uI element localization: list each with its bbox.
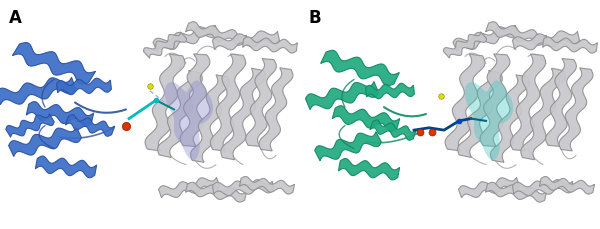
Polygon shape bbox=[512, 180, 574, 196]
Polygon shape bbox=[164, 81, 213, 161]
Polygon shape bbox=[315, 132, 381, 161]
Polygon shape bbox=[511, 55, 545, 151]
Polygon shape bbox=[458, 71, 502, 158]
Polygon shape bbox=[559, 68, 593, 151]
Polygon shape bbox=[305, 82, 379, 110]
Polygon shape bbox=[6, 114, 54, 138]
Polygon shape bbox=[485, 23, 547, 46]
Polygon shape bbox=[56, 79, 112, 95]
Polygon shape bbox=[539, 177, 595, 194]
Polygon shape bbox=[145, 55, 185, 151]
Polygon shape bbox=[211, 55, 245, 151]
Polygon shape bbox=[158, 178, 220, 198]
Polygon shape bbox=[370, 120, 416, 141]
Polygon shape bbox=[212, 32, 280, 51]
Polygon shape bbox=[259, 68, 293, 151]
Polygon shape bbox=[221, 69, 265, 160]
Polygon shape bbox=[35, 156, 97, 178]
Polygon shape bbox=[212, 180, 274, 196]
Polygon shape bbox=[0, 78, 76, 105]
Polygon shape bbox=[8, 127, 82, 157]
Polygon shape bbox=[332, 106, 400, 132]
Polygon shape bbox=[512, 32, 580, 51]
Polygon shape bbox=[245, 59, 277, 147]
Polygon shape bbox=[458, 178, 520, 198]
Polygon shape bbox=[158, 71, 202, 158]
Polygon shape bbox=[242, 38, 298, 54]
Polygon shape bbox=[153, 26, 219, 52]
Polygon shape bbox=[185, 23, 247, 46]
Polygon shape bbox=[521, 69, 565, 160]
Polygon shape bbox=[480, 55, 510, 147]
Polygon shape bbox=[143, 33, 187, 59]
Polygon shape bbox=[443, 33, 487, 59]
Polygon shape bbox=[180, 55, 210, 147]
Polygon shape bbox=[453, 26, 519, 52]
Polygon shape bbox=[485, 183, 547, 202]
Polygon shape bbox=[191, 76, 229, 163]
Polygon shape bbox=[320, 51, 400, 86]
Polygon shape bbox=[185, 183, 247, 202]
Polygon shape bbox=[26, 102, 94, 127]
Polygon shape bbox=[445, 55, 485, 151]
Polygon shape bbox=[13, 43, 95, 85]
Polygon shape bbox=[491, 76, 529, 163]
Polygon shape bbox=[542, 38, 598, 54]
Polygon shape bbox=[464, 81, 513, 161]
Polygon shape bbox=[65, 115, 115, 137]
Text: A: A bbox=[9, 9, 22, 27]
Polygon shape bbox=[338, 159, 400, 180]
Text: B: B bbox=[309, 9, 322, 27]
Polygon shape bbox=[365, 84, 415, 99]
Polygon shape bbox=[239, 177, 295, 194]
Polygon shape bbox=[545, 59, 577, 147]
